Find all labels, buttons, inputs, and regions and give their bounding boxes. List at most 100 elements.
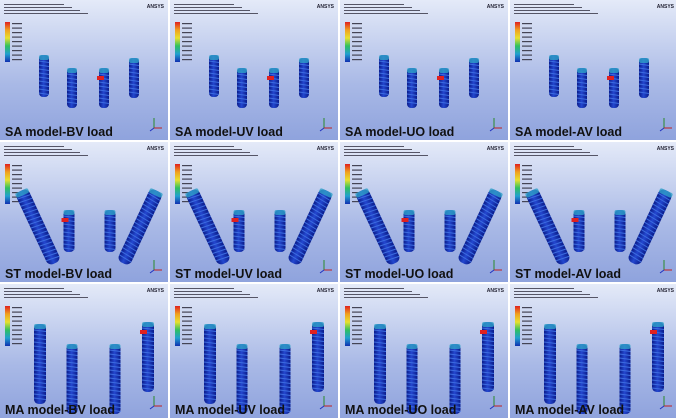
legend-text (182, 343, 192, 344)
legend-text (352, 170, 362, 171)
implant-collar (652, 322, 664, 327)
panel: ANSYSSA model-UO load (340, 0, 508, 140)
implant (615, 210, 626, 252)
legend-text (352, 174, 362, 175)
header-line (514, 10, 590, 11)
legend-text (12, 339, 22, 340)
implant-collar (445, 210, 456, 215)
implant-collar (469, 58, 479, 63)
legend-text (352, 321, 362, 322)
legend-text (522, 50, 532, 51)
panel: ANSYSMA model-AV load (510, 284, 676, 418)
implant (129, 58, 139, 98)
implant-body (374, 324, 386, 404)
logo: ANSYS (487, 146, 505, 152)
legend-text (522, 339, 532, 340)
legend-text (182, 23, 192, 24)
caption: ST model-UV load (175, 267, 282, 281)
header-line (514, 149, 582, 150)
implant-collar (275, 210, 286, 215)
stress-hotspot (402, 218, 409, 222)
legend-text (352, 37, 362, 38)
implant (140, 322, 154, 392)
legend-text (12, 307, 22, 308)
header-line (344, 288, 404, 289)
implant (39, 55, 49, 97)
legend-text (182, 316, 192, 317)
header-line (4, 13, 88, 14)
implant-collar (234, 210, 245, 215)
legend-text (522, 59, 532, 60)
header-line (514, 4, 574, 5)
legend-text (12, 46, 22, 47)
implant (237, 68, 247, 108)
legend-text (352, 188, 362, 189)
implant-collar (110, 344, 121, 349)
header-line (514, 288, 574, 289)
logo: ANSYS (147, 288, 165, 294)
legend-text (352, 316, 362, 317)
panel: ANSYS ST model-UV load (170, 142, 338, 282)
stress-hotspot (437, 76, 444, 80)
implant-collar (269, 68, 279, 73)
legend-text (182, 170, 192, 171)
legend-text (12, 183, 22, 184)
legend-bar (345, 22, 350, 62)
implant-collar (609, 68, 619, 73)
logo: ANSYS (317, 146, 335, 152)
legend-text (522, 46, 532, 47)
implant (299, 58, 309, 98)
legend-text (522, 165, 532, 166)
legend-text (182, 28, 192, 29)
implant (407, 68, 417, 108)
implant-collar (237, 344, 248, 349)
header-line (4, 10, 80, 11)
implant-collar (577, 344, 588, 349)
legend-text (352, 28, 362, 29)
legend-text (522, 183, 532, 184)
header-line (344, 291, 412, 292)
legend-text (352, 334, 362, 335)
legend-text (352, 46, 362, 47)
legend-text (522, 325, 532, 326)
legend-text (182, 334, 192, 335)
legend-text (182, 339, 192, 340)
legend-bar (175, 22, 180, 62)
implant-collar (450, 344, 461, 349)
implant (480, 322, 494, 392)
implant-collar (67, 68, 77, 73)
header-line (174, 152, 250, 153)
legend-text (352, 179, 362, 180)
implant (379, 55, 389, 97)
caption: MA model-UV load (175, 403, 285, 417)
legend-text (522, 28, 532, 29)
header-line (4, 288, 64, 289)
header-line (174, 297, 258, 298)
header-line (174, 149, 242, 150)
implant-collar (237, 68, 247, 73)
panel-background (170, 0, 338, 140)
header-line (514, 291, 582, 292)
header-line (4, 146, 64, 147)
legend-text (352, 330, 362, 331)
panel: ANSYSST model-AV load (510, 142, 676, 282)
implant (639, 58, 649, 98)
header-line (174, 155, 258, 156)
implant (34, 324, 46, 404)
legend-bar (515, 164, 520, 204)
header-line (4, 7, 72, 8)
implant (204, 324, 216, 404)
stress-hotspot (232, 218, 239, 222)
implant-collar (404, 210, 415, 215)
caption: SA model-BV load (5, 125, 113, 139)
legend-text (12, 321, 22, 322)
caption: ST model-UO load (345, 267, 453, 281)
legend-text (522, 170, 532, 171)
header-line (514, 13, 598, 14)
figure: ANSYSSA model-BV loadANSYSSA model-UV lo… (0, 0, 676, 418)
logo: ANSYS (657, 4, 675, 10)
legend-text (182, 59, 192, 60)
legend-text (12, 334, 22, 335)
header-line (514, 152, 590, 153)
implant (209, 55, 219, 97)
